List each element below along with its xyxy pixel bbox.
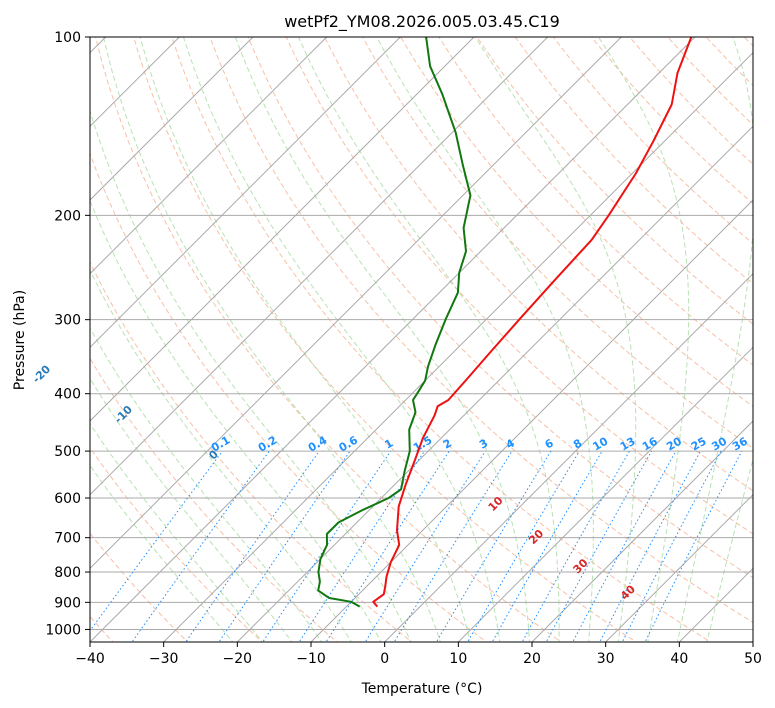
moist-adiabat-line (183, 37, 501, 642)
mixing-ratio-line (325, 450, 450, 642)
isotherm-line (236, 125, 753, 642)
mixing-ratio-label: 6 (543, 436, 556, 451)
mixing-ratio-line (466, 450, 580, 642)
mixing-ratio-line (572, 450, 677, 642)
x-tick-label: 10 (449, 651, 467, 667)
plot-frame (89, 36, 754, 643)
line-label-layer: 0.10.20.40.611.52346810131620253036-100-… (30, 362, 750, 602)
x-tick-label: 30 (597, 651, 615, 667)
x-tick-label: 50 (744, 651, 762, 667)
grid-layer (90, 37, 753, 642)
moist-adiabat-line (90, 377, 293, 642)
y-tick-label: 1000 (45, 622, 81, 638)
dry-adiabat-label: -20 (30, 362, 53, 385)
isotherm-line (457, 346, 753, 642)
isotherm-line (605, 493, 753, 642)
moist-adiabat-line (90, 464, 234, 642)
x-tick-label: −40 (75, 651, 105, 667)
x-tick-label: −30 (149, 651, 179, 667)
dry-adiabat-line (438, 37, 753, 366)
mixing-ratio-label: 1 (382, 437, 395, 452)
mixing-ratio-line (599, 450, 701, 642)
dry-adiabat-line (362, 37, 753, 449)
moist-adiabat-line (139, 37, 471, 642)
moist-adiabat-line (706, 457, 753, 642)
isotherm-line (384, 272, 753, 642)
moist-adiabat-line (90, 422, 264, 642)
ticks-layer: −40 −30 −20 −10 0 10 20 30 40 50 1000 900 800 700 600 5… (45, 30, 762, 667)
mixing-ratio-line (393, 450, 513, 642)
isotherm-line (310, 199, 753, 642)
isotherm-line (90, 37, 328, 275)
chart-title: wetPf2_YM08.2026.005.03.45.C19 (284, 12, 560, 32)
mixing-ratio-line (185, 450, 320, 642)
mixing-ratio-line (621, 450, 722, 642)
isotherm-line (163, 51, 753, 642)
y-tick-label: 500 (54, 444, 81, 460)
isotherm-line (90, 37, 401, 349)
dry-adiabat-line (476, 37, 753, 325)
y-tick-label: 400 (54, 387, 81, 403)
dry-adiabat-line (90, 261, 413, 642)
dry-adiabat-line (95, 37, 563, 642)
x-tick-label: 0 (380, 651, 389, 667)
data-layer (317, 37, 693, 608)
moist-adiabat-line (90, 269, 352, 642)
dry-adiabat-line (90, 446, 264, 642)
dry-adiabat-line (323, 37, 753, 492)
isotherm-line (90, 37, 475, 422)
moist-adiabat-line (103, 37, 441, 642)
isotherm-line (90, 37, 622, 570)
dry-adiabat-line (90, 357, 338, 642)
y-axis-label: Pressure (hPa) (12, 290, 28, 390)
isotherm-line (90, 37, 549, 496)
mixing-ratio-label: 4 (504, 436, 517, 451)
y-tick-label: 700 (54, 531, 81, 547)
mixing-ratio-line (262, 450, 392, 642)
isotherm-line (678, 567, 753, 642)
series-temperature-line (372, 37, 693, 608)
isotherm-line (531, 420, 753, 642)
moist-adiabat-line (298, 37, 560, 642)
moist-adiabat-label: 10 (486, 494, 506, 514)
mixing-ratio-line (364, 450, 486, 642)
series-dewpoint-line (317, 37, 472, 608)
mixing-ratio-label: 3 (477, 437, 490, 452)
mixing-ratio-label: 2 (441, 437, 454, 452)
dry-adiabat-line (247, 37, 753, 579)
y-tick-label: 600 (54, 491, 81, 507)
moist-adiabat-label: 20 (526, 527, 546, 547)
x-tick-label: −10 (296, 651, 326, 667)
x-axis-label: Temperature (°C) (361, 681, 483, 697)
isotherm-line (752, 641, 753, 642)
x-tick-label: −20 (223, 651, 253, 667)
dry-adiabat-line (171, 37, 712, 642)
dry-adiabat-line (705, 37, 753, 87)
isotherm-line (90, 37, 254, 201)
dry-adiabat-line (552, 37, 753, 245)
dry-adiabat-line (285, 37, 753, 535)
y-tick-label: 900 (54, 595, 81, 611)
isotherm-line (90, 37, 696, 642)
dry-adiabat-line (514, 37, 753, 285)
y-tick-label: 300 (54, 313, 81, 329)
mixing-ratio-line (90, 450, 223, 632)
moist-adiabat-line (90, 109, 412, 642)
y-tick-label: 100 (54, 30, 81, 46)
mixing-ratio-line (131, 450, 270, 642)
dry-adiabat-line (90, 152, 488, 642)
mixing-ratio-line (218, 450, 351, 642)
moist-adiabat-label: 40 (618, 582, 638, 602)
mixing-ratio-line (644, 450, 743, 642)
y-tick-label: 200 (54, 208, 81, 224)
mixing-ratio-line (435, 450, 552, 642)
x-tick-label: 20 (523, 651, 541, 667)
x-tick-label: 40 (670, 651, 688, 667)
mixing-ratio-line (298, 450, 425, 642)
dry-adiabat-line (591, 37, 753, 205)
dry-adiabat-line (743, 37, 753, 47)
y-tick-label: 800 (54, 565, 81, 581)
